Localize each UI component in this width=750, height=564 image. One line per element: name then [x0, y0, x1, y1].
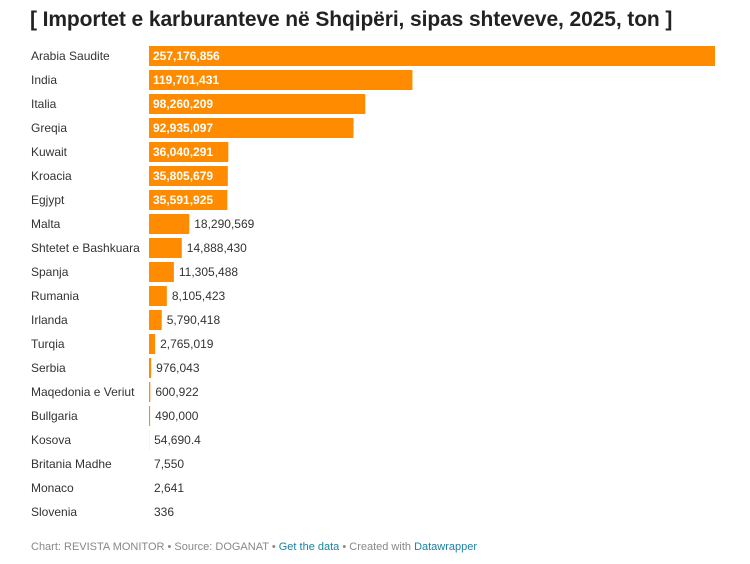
- footer-created-with: • Created with: [339, 541, 415, 553]
- category-label-italia: Italia: [31, 97, 57, 111]
- value-label-spanja: 11,305,488: [179, 265, 238, 279]
- category-label-kosova: Kosova: [31, 433, 71, 447]
- value-label-serbia: 976,043: [156, 361, 200, 375]
- category-label-maqedonia-e-veriut: Maqedonia e Veriut: [31, 385, 135, 399]
- category-label-bullgaria: Bullgaria: [31, 409, 78, 423]
- category-label-irlanda: Irlanda: [31, 313, 68, 327]
- chart-title: [ Importet e karburanteve në Shqipëri, s…: [30, 8, 673, 31]
- category-label-spanja: Spanja: [31, 265, 69, 279]
- chart-footer: Chart: REVISTA MONITOR • Source: DOGANAT…: [31, 541, 477, 553]
- value-label-india: 119,701,431: [153, 73, 219, 87]
- value-label-italia: 98,260,209: [153, 97, 213, 111]
- value-label-bullgaria: 490,000: [155, 409, 199, 423]
- bar-india: [149, 70, 413, 90]
- value-label-irlanda: 5,790,418: [167, 313, 221, 327]
- get-data-link[interactable]: Get the data: [278, 541, 340, 553]
- value-label-kosova: 54,690.4: [154, 433, 201, 447]
- bar-arabia-saudite: [149, 46, 715, 66]
- bar-kuwait: [149, 142, 229, 162]
- value-label-monaco: 2,641: [154, 481, 184, 495]
- category-label-malta: Malta: [31, 217, 61, 231]
- value-label-maqedonia-e-veriut: 600,922: [155, 385, 199, 399]
- value-label-rumania: 8,105,423: [172, 289, 226, 303]
- bar-egjypt: [149, 190, 228, 210]
- bar-italia: [149, 94, 366, 114]
- value-label-kroacia: 35,805,679: [153, 169, 213, 183]
- value-label-malta: 18,290,569: [194, 217, 254, 231]
- category-label-kuwait: Kuwait: [31, 145, 68, 159]
- bar-serbia: [149, 358, 152, 378]
- category-label-monaco: Monaco: [31, 481, 74, 495]
- category-label-rumania: Rumania: [31, 289, 79, 303]
- footer-credits: Chart: REVISTA MONITOR • Source: DOGANAT…: [31, 541, 279, 553]
- value-label-egjypt: 35,591,925: [153, 193, 213, 207]
- value-label-slovenia: 336: [154, 505, 174, 519]
- category-label-serbia: Serbia: [31, 361, 66, 375]
- value-label-shtetet-e-bashkuara: 14,888,430: [187, 241, 247, 255]
- category-label-arabia-saudite: Arabia Saudite: [31, 49, 110, 63]
- bar-spanja: [149, 262, 174, 282]
- value-label-kuwait: 36,040,291: [153, 145, 213, 159]
- category-label-shtetet-e-bashkuara: Shtetet e Bashkuara: [31, 241, 140, 255]
- value-label-turqia: 2,765,019: [160, 337, 214, 351]
- bar-kroacia: [149, 166, 228, 186]
- category-label-greqia: Greqia: [31, 121, 67, 135]
- bar-maqedonia-e-veriut: [149, 382, 151, 402]
- category-label-turqia: Turqia: [31, 337, 65, 351]
- category-label-india: India: [31, 73, 57, 87]
- category-label-egjypt: Egjypt: [31, 193, 65, 207]
- bar-shtetet-e-bashkuara: [149, 238, 182, 258]
- bar-malta: [149, 214, 190, 234]
- datawrapper-link[interactable]: Datawrapper: [414, 541, 478, 553]
- value-label-britania-madhe: 7,550: [154, 457, 184, 471]
- bar-rumania: [149, 286, 167, 306]
- bar-bullgaria: [149, 406, 151, 426]
- category-label-slovenia: Slovenia: [31, 505, 77, 519]
- bar-turqia: [149, 334, 156, 354]
- bar-irlanda: [149, 310, 162, 330]
- bar-greqia: [149, 118, 354, 138]
- category-label-britania-madhe: Britania Madhe: [31, 457, 112, 471]
- category-label-kroacia: Kroacia: [31, 169, 72, 183]
- value-label-greqia: 92,935,097: [153, 121, 213, 135]
- value-label-arabia-saudite: 257,176,856: [153, 49, 220, 63]
